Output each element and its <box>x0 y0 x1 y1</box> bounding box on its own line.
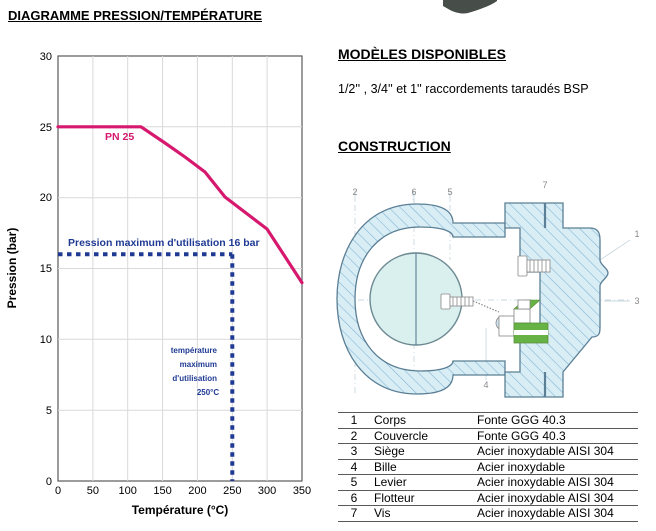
svg-text:100: 100 <box>119 485 137 497</box>
svg-text:15: 15 <box>40 263 52 275</box>
svg-text:0: 0 <box>46 476 52 488</box>
svg-text:PN 25: PN 25 <box>105 131 134 143</box>
svg-text:Pression maximum d'utilisation: Pression maximum d'utilisation 16 bar <box>68 237 260 249</box>
svg-text:5: 5 <box>46 405 52 417</box>
svg-text:250°C: 250°C <box>197 388 220 397</box>
svg-text:350: 350 <box>293 485 311 497</box>
svg-text:température: température <box>171 346 218 355</box>
svg-text:150: 150 <box>153 485 171 497</box>
svg-text:250: 250 <box>223 485 241 497</box>
svg-text:Température (°C): Température (°C) <box>132 503 229 517</box>
svg-text:200: 200 <box>188 485 206 497</box>
svg-text:maximum: maximum <box>180 360 217 369</box>
svg-text:20: 20 <box>40 192 52 204</box>
svg-text:25: 25 <box>40 122 52 134</box>
svg-text:300: 300 <box>258 485 276 497</box>
svg-text:30: 30 <box>40 51 52 63</box>
svg-text:d'utilisation: d'utilisation <box>172 374 217 383</box>
svg-text:10: 10 <box>40 334 52 346</box>
svg-text:50: 50 <box>87 485 99 497</box>
svg-text:Pression (bar): Pression (bar) <box>5 228 19 309</box>
svg-text:0: 0 <box>55 485 61 497</box>
